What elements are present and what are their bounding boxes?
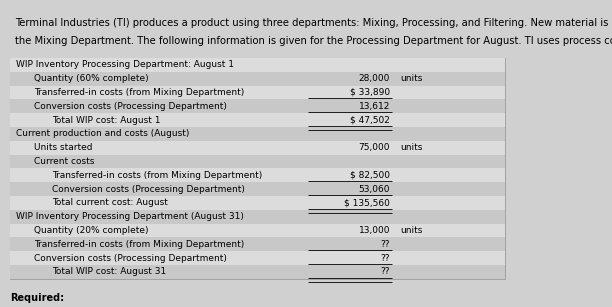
Bar (10, 141, 505, 155)
Bar (10, 72, 505, 86)
Bar (10, 113, 505, 127)
Text: ??: ?? (381, 267, 390, 276)
Text: Current production and costs (August): Current production and costs (August) (16, 129, 189, 138)
Bar (10, 210, 505, 223)
Text: WIP Inventory Processing Department: August 1: WIP Inventory Processing Department: Aug… (16, 60, 234, 69)
Bar (10, 265, 505, 279)
Text: $ 82,500: $ 82,500 (350, 171, 390, 180)
Text: Total WIP cost: August 1: Total WIP cost: August 1 (52, 116, 160, 125)
Text: units: units (400, 143, 422, 152)
Bar (10, 196, 505, 210)
Bar (10, 155, 505, 169)
Text: units: units (400, 226, 422, 235)
Text: Conversion costs (Processing Department): Conversion costs (Processing Department) (34, 254, 227, 262)
Text: Units started: Units started (34, 143, 92, 152)
Text: 28,000: 28,000 (359, 74, 390, 83)
Bar (10, 99, 505, 113)
Text: 13,612: 13,612 (359, 102, 390, 111)
Text: ??: ?? (381, 254, 390, 262)
Bar (10, 182, 505, 196)
Text: Total WIP cost: August 31: Total WIP cost: August 31 (52, 267, 166, 276)
Text: units: units (400, 74, 422, 83)
Text: $ 47,502: $ 47,502 (350, 116, 390, 125)
FancyBboxPatch shape (10, 58, 505, 279)
Text: 53,060: 53,060 (359, 185, 390, 194)
Bar (10, 169, 505, 182)
Text: the Mixing Department. The following information is given for the Processing Dep: the Mixing Department. The following inf… (15, 36, 612, 46)
Text: ??: ?? (381, 240, 390, 249)
Text: Conversion costs (Processing Department): Conversion costs (Processing Department) (34, 102, 227, 111)
Text: Conversion costs (Processing Department): Conversion costs (Processing Department) (52, 185, 245, 194)
Text: Terminal Industries (TI) produces a product using three departments: Mixing, Pro: Terminal Industries (TI) produces a prod… (15, 18, 612, 28)
Bar (10, 86, 505, 99)
Text: Transferred-in costs (from Mixing Department): Transferred-in costs (from Mixing Depart… (52, 171, 263, 180)
Text: $ 33,890: $ 33,890 (350, 88, 390, 97)
Text: 13,000: 13,000 (359, 226, 390, 235)
Text: Quantity (60% complete): Quantity (60% complete) (34, 74, 149, 83)
Bar (10, 58, 505, 72)
Text: Transferred-in costs (from Mixing Department): Transferred-in costs (from Mixing Depart… (34, 240, 244, 249)
Text: Current costs: Current costs (34, 157, 94, 166)
Text: Required:: Required: (10, 293, 64, 303)
Text: 75,000: 75,000 (359, 143, 390, 152)
Text: Transferred-in costs (from Mixing Department): Transferred-in costs (from Mixing Depart… (34, 88, 244, 97)
Text: Total current cost: August: Total current cost: August (52, 198, 168, 208)
Text: Quantity (20% complete): Quantity (20% complete) (34, 226, 149, 235)
Text: WIP Inventory Processing Department (August 31): WIP Inventory Processing Department (Aug… (16, 212, 244, 221)
Bar (10, 223, 505, 237)
Bar (10, 237, 505, 251)
Text: $ 135,560: $ 135,560 (344, 198, 390, 208)
Bar (10, 127, 505, 141)
Bar (10, 251, 505, 265)
